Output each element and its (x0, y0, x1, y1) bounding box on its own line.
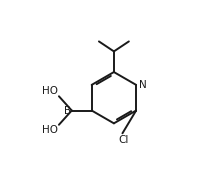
Text: HO: HO (42, 125, 58, 135)
Text: Cl: Cl (119, 135, 129, 145)
Text: HO: HO (42, 85, 58, 96)
Text: N: N (139, 80, 146, 90)
Text: B: B (64, 105, 71, 115)
